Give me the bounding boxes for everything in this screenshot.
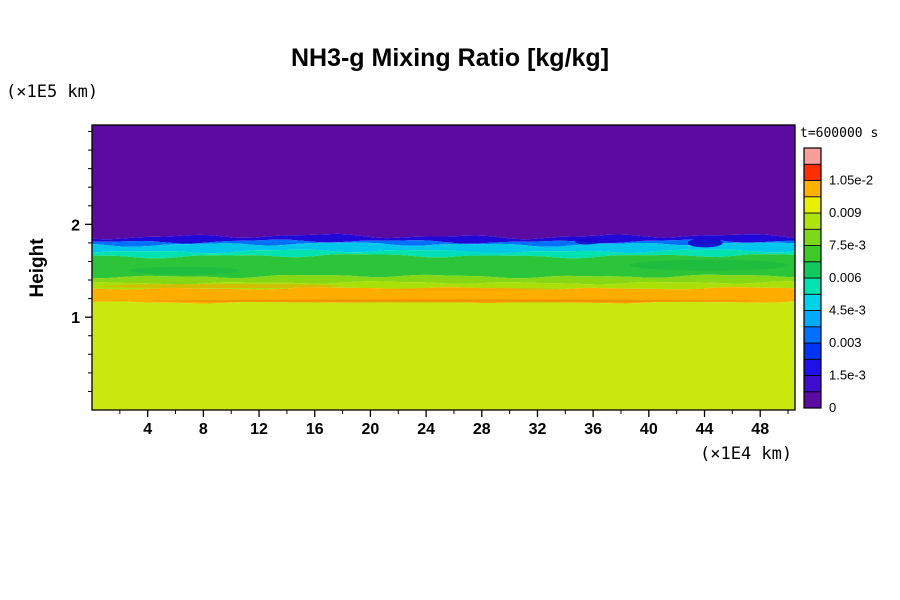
colorbar-segment (803, 212, 822, 230)
colorbar-segment (803, 326, 822, 344)
colorbar-segment (803, 293, 822, 311)
colorbar-segment (803, 228, 822, 246)
colorbar-segment (803, 277, 822, 295)
x-tick-label: 4 (143, 421, 152, 438)
streak-blue-dip-mid (575, 238, 599, 245)
colorbar-segment (803, 342, 822, 360)
colorbar-segment (803, 180, 822, 198)
colorbar-tick-label: 0.006 (829, 270, 862, 285)
streak-orange-wisp-left (100, 284, 340, 289)
colorbar-tick-label: 0.003 (829, 335, 862, 350)
x-tick-label: 36 (584, 421, 602, 438)
colorbar-time-label: t=600000 s (800, 126, 879, 141)
colorbar-segment (803, 147, 822, 165)
band-blue-layer (92, 239, 795, 247)
x-tick-label: 12 (250, 421, 268, 438)
streak-cyan-streak (420, 251, 520, 257)
y-tick-label: 2 (71, 217, 80, 234)
y-axis-unit: (×1E5 km) (6, 82, 99, 102)
band-cyan-layer (92, 242, 795, 254)
x-tick-label: 24 (417, 421, 435, 438)
colorbar-segment (803, 261, 822, 279)
colorbar-tick-label: 4.5e-3 (829, 303, 866, 318)
chart-title: NH3-g Mixing Ratio [kg/kg] (290, 44, 610, 72)
colorbar-segment (803, 196, 822, 214)
band-orange-layer (92, 287, 795, 304)
colorbar-tick-label: 1.05e-2 (829, 173, 873, 188)
x-tick-label: 28 (473, 421, 491, 438)
band-dark-blue-layer (92, 233, 795, 244)
streak-dark-orange-line (150, 299, 761, 303)
colorbar-tick-label: 0 (829, 400, 836, 415)
x-tick-label: 32 (529, 421, 547, 438)
x-tick-label: 40 (640, 421, 658, 438)
y-axis-label: Height (27, 238, 48, 298)
x-tick-label: 48 (751, 421, 769, 438)
colorbar-tick-label: 7.5e-3 (829, 238, 866, 253)
band-upper-zero (92, 125, 795, 240)
colorbar-segment (803, 391, 822, 409)
band-lower-yellow-green (92, 301, 795, 410)
x-tick-label: 20 (362, 421, 380, 438)
streak-green-patch-left (129, 266, 240, 275)
band-light-green-layer (92, 274, 795, 285)
colorbar-segment (803, 310, 822, 328)
streak-blue-dip-right (687, 238, 723, 248)
bands-group (92, 125, 795, 410)
x-tick-label: 16 (306, 421, 324, 438)
colorbar-segment (803, 358, 822, 376)
colorbar-segment (803, 245, 822, 263)
x-tick-label: 44 (696, 421, 714, 438)
colorbar-segment (803, 163, 822, 181)
colorbar-tick-label: 0.009 (829, 205, 862, 220)
colorbar-segment (803, 375, 822, 393)
band-green-layer (92, 254, 795, 279)
streak-orange-wisp-mid (380, 287, 560, 291)
colorbar-frame (803, 147, 822, 409)
y-tick-label: 1 (71, 310, 80, 327)
colorbar-tick-label: 1.5e-3 (829, 368, 866, 383)
plot-frame (91, 124, 796, 411)
x-axis-unit: (×1E4 km) (700, 444, 793, 464)
x-tick-label: 8 (199, 421, 208, 438)
streak-green-patch-right (629, 259, 790, 271)
